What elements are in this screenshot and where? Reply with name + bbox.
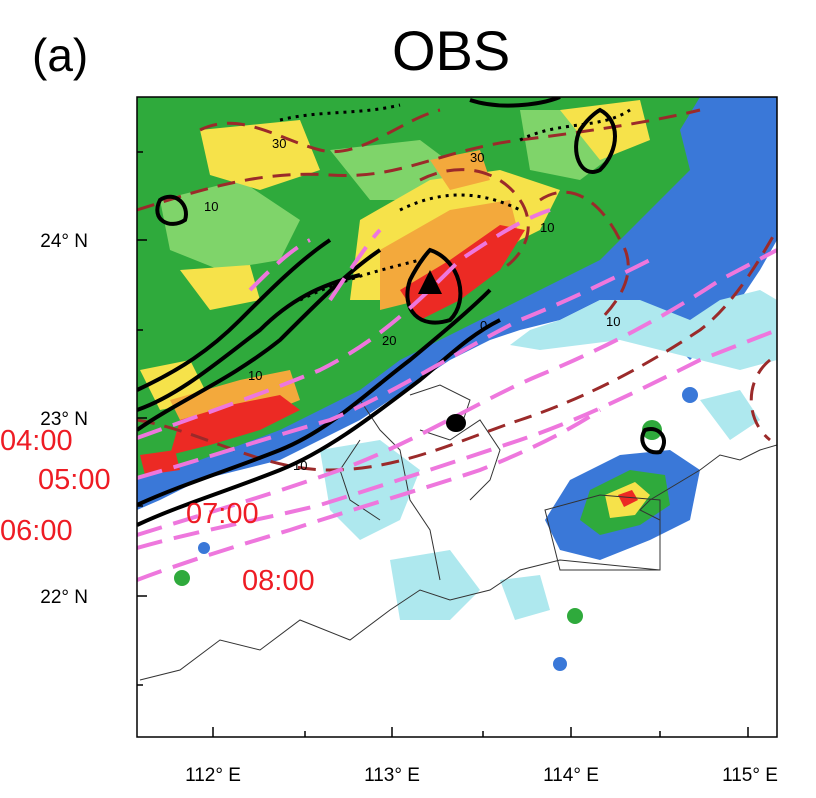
time-label-0800: 08:00 (242, 565, 315, 597)
y-tick-label: 24° N (40, 231, 88, 252)
x-tick-labels: 112° E 113° E 114° E 115° E (185, 765, 778, 786)
rain-field-orange (170, 150, 520, 440)
contour-label: 10 (606, 314, 620, 329)
map-area: 30 10 30 10 10 0 20 10 10 (137, 97, 777, 737)
dotted-contours (279, 103, 631, 302)
x-tick-label: 114° E (543, 765, 599, 786)
contour-label: 10 (293, 458, 307, 473)
x-tick-label: 115° E (722, 765, 778, 786)
tick-marks (137, 151, 749, 737)
circle-marker-icon (446, 414, 466, 432)
map-frame (136, 96, 778, 738)
coastline (139, 384, 777, 681)
isochrone-0400 (137, 208, 551, 440)
time-label-0500: 05:00 (38, 464, 111, 496)
y-tick-label: 22° N (40, 587, 88, 608)
map-title: OBS (392, 19, 511, 82)
time-label-0700: 07:00 (186, 498, 259, 530)
x-tick-label: 112° E (185, 765, 241, 786)
panel-label: (a) (32, 29, 89, 81)
time-label-0600: 06:00 (0, 515, 73, 547)
contour-label: 10 (204, 199, 218, 214)
contour-labels: 30 10 30 10 10 0 20 10 10 (204, 136, 620, 473)
contour-label: 10 (540, 220, 554, 235)
triangle-marker-icon (418, 270, 442, 294)
isochrone-0600 (137, 248, 777, 537)
contour-label: 20 (382, 333, 396, 348)
rain-field-lightcyan (510, 290, 777, 370)
y-tick-labels: 24° N 23° N 22° N (40, 231, 88, 608)
x-tick-label: 113° E (364, 765, 420, 786)
time-labels: 04:00 05:00 06:00 07:00 08:00 (0, 425, 315, 597)
contour-label: 30 (470, 150, 484, 165)
contour-label: 0 (480, 318, 487, 333)
rain-cells-southeast-red (618, 490, 638, 507)
contour-label: 10 (248, 368, 262, 383)
contour-label: 30 (272, 136, 286, 151)
isochrone-lines (137, 208, 777, 582)
rain-field-lightgreen (160, 110, 620, 270)
time-label-0400: 04:00 (0, 425, 73, 457)
isochrone-0500 (137, 258, 651, 480)
isochrone-0800 (137, 408, 602, 582)
y-tick-label: 23° N (40, 409, 88, 430)
isochrone-0700 (137, 328, 777, 550)
